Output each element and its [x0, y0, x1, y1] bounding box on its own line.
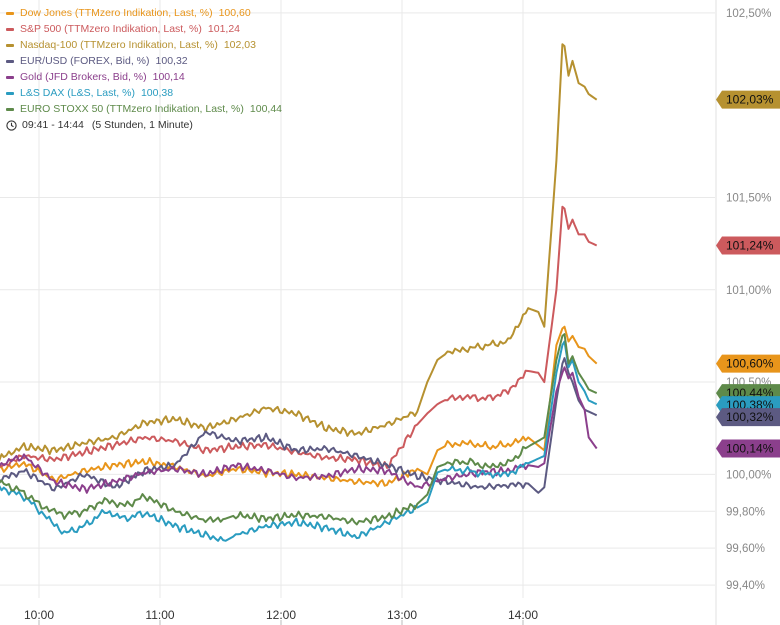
- x-tick-label: 12:00: [266, 608, 296, 622]
- last-value-label: 102,03%: [726, 93, 774, 107]
- last-value-marker: 100,32%: [716, 408, 780, 427]
- clock-icon: [6, 119, 17, 131]
- last-value-label: 100,60%: [726, 357, 774, 371]
- legend-value: 102,03: [223, 39, 256, 51]
- y-tick-label: 99,80%: [726, 506, 765, 518]
- x-tick-label: 11:00: [145, 608, 174, 622]
- legend-swatch: [6, 27, 14, 31]
- last-value-marker: 100,60%: [716, 354, 780, 373]
- time-range: 09:41 - 14:44 (5 Stunden, 1 Minute): [6, 117, 282, 133]
- legend-item[interactable]: Gold (JFD Brokers, Bid, %) 100,14: [6, 69, 282, 85]
- y-tick-label: 99,40%: [726, 580, 765, 592]
- series-line: [0, 333, 598, 526]
- last-value-label: 101,24%: [726, 238, 774, 252]
- legend-label: Gold (JFD Brokers, Bid, %): [20, 71, 147, 83]
- legend-item[interactable]: Nasdaq-100 (TTMzero Indikation, Last, %)…: [6, 37, 282, 53]
- last-value-label: 100,32%: [726, 410, 774, 424]
- series-line: [0, 357, 598, 494]
- last-value-tag: [716, 439, 780, 458]
- legend-swatch: [6, 43, 14, 47]
- time-range-label: 09:41 - 14:44: [22, 119, 84, 131]
- y-tick-label: 101,00%: [726, 285, 771, 297]
- legend-item[interactable]: Dow Jones (TTMzero Indikation, Last, %) 1…: [6, 5, 282, 21]
- y-tick-label: 101,50%: [726, 192, 771, 204]
- last-value-marker: 102,03%: [716, 90, 780, 109]
- legend-value: 100,32: [155, 55, 188, 67]
- legend-label: L&S DAX (L&S, Last, %): [20, 87, 135, 99]
- legend-label: EUR/USD (FOREX, Bid, %): [20, 55, 150, 67]
- legend-item[interactable]: S&P 500 (TTMzero Indikation, Last, %) 101…: [6, 21, 282, 37]
- legend-value: 100,44: [249, 103, 283, 115]
- last-value-tag: [716, 408, 780, 427]
- legend-label: EURO STOXX 50 (TTMzero Indikation, Last,…: [20, 103, 244, 115]
- legend-item[interactable]: L&S DAX (L&S, Last, %) 100,38: [6, 85, 282, 101]
- last-value-label: 100,14%: [726, 442, 774, 456]
- legend-label: S&P 500 (TTMzero Indikation, Last, %): [20, 23, 202, 35]
- x-tick-label: 10:00: [24, 608, 54, 622]
- legend-label: Nasdaq-100 (TTMzero Indikation, Last, %): [20, 39, 218, 51]
- legend-label: Dow Jones (TTMzero Indikation, Last, %): [20, 7, 213, 19]
- last-value-marker: 100,14%: [716, 439, 780, 458]
- series-line: [0, 366, 598, 494]
- x-tick-label: 14:00: [508, 608, 538, 622]
- last-value-tag: [716, 354, 780, 373]
- chart-legend: Dow Jones (TTMzero Indikation, Last, %) 1…: [6, 5, 282, 133]
- time-range-duration: (5 Stunden, 1 Minute): [91, 119, 193, 131]
- legend-swatch: [6, 107, 14, 111]
- x-tick-label: 13:00: [387, 608, 417, 622]
- legend-item[interactable]: EURO STOXX 50 (TTMzero Indikation, Last,…: [6, 101, 282, 117]
- series-line: [0, 43, 598, 462]
- legend-value: 100,38: [140, 87, 174, 99]
- legend-value: 100,14: [152, 71, 185, 83]
- y-tick-label: 99,60%: [726, 543, 765, 555]
- legend-swatch: [6, 59, 14, 63]
- legend-swatch: [6, 11, 14, 15]
- legend-item[interactable]: EUR/USD (FOREX, Bid, %) 100,32: [6, 53, 282, 69]
- legend-value: 101,24: [207, 23, 241, 35]
- series-line: [0, 205, 598, 470]
- last-value-tag: [716, 90, 780, 109]
- y-tick-label: 100,00%: [726, 469, 771, 481]
- last-value-marker: 101,24%: [716, 236, 780, 255]
- legend-value: 100,60: [218, 7, 251, 19]
- series-line: [0, 340, 598, 542]
- y-tick-label: 102,50%: [726, 8, 771, 20]
- legend-swatch: [6, 75, 14, 79]
- last-value-tag: [716, 236, 780, 255]
- legend-swatch: [6, 91, 14, 95]
